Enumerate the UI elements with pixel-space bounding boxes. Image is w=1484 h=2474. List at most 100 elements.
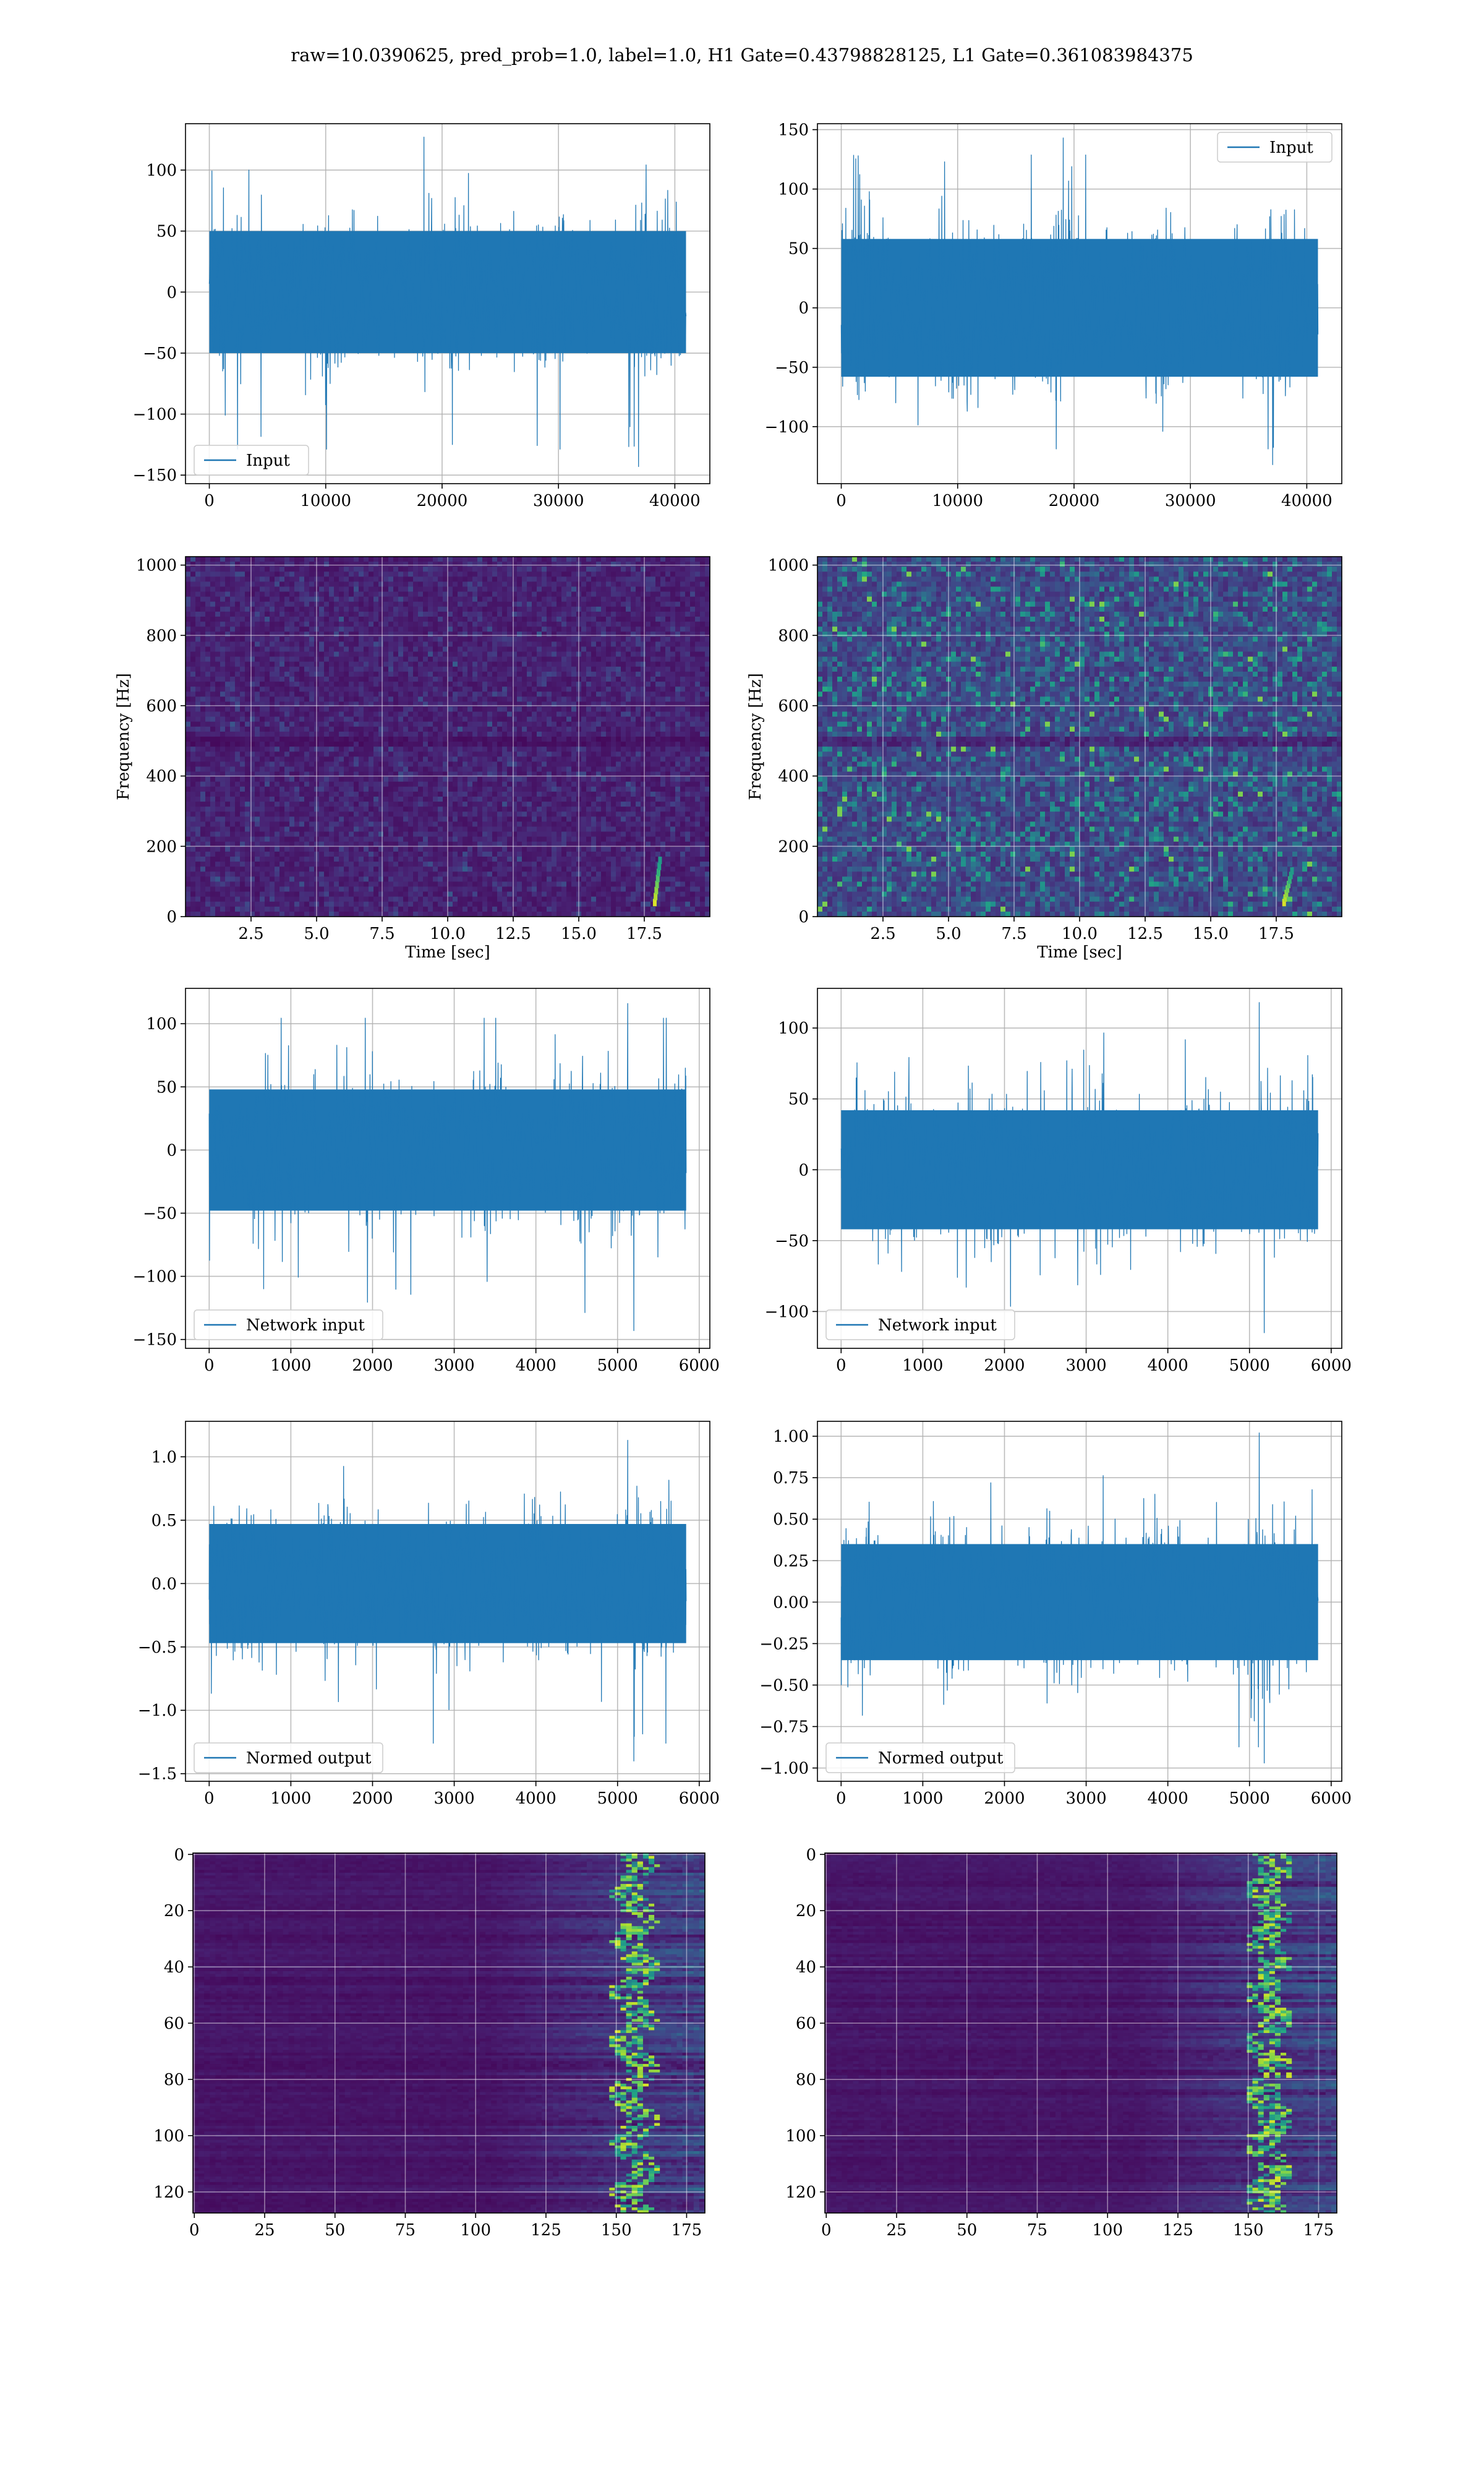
h1-spectrogram-cell xyxy=(304,831,310,837)
h1-spectrogram-cell xyxy=(240,871,245,877)
h1-spectrogram-cell xyxy=(275,562,280,567)
h1-spectrogram-cell xyxy=(279,906,285,912)
h1-spectrogram-cell xyxy=(344,737,349,742)
h1-spectrogram-cell xyxy=(324,846,330,852)
h1-spectrogram-cell xyxy=(497,666,503,672)
h1-spectrogram-cell xyxy=(507,591,513,597)
h1-spectrogram-cell xyxy=(200,871,206,877)
h1-spectrogram-cell xyxy=(265,846,270,852)
h1-spectrogram-cell xyxy=(477,802,483,807)
h1-spectrogram-cell xyxy=(309,881,315,888)
h1-spectrogram-cell xyxy=(314,606,320,612)
h1-spectrogram-cell xyxy=(260,601,265,607)
h1-spectrogram-cell xyxy=(186,606,191,612)
h1-spectrogram-cell xyxy=(354,706,359,713)
h1-spectrogram-cell xyxy=(383,906,389,912)
h1-spectrogram-cell xyxy=(324,747,330,752)
h1-spectrogram-cell xyxy=(304,666,310,672)
h1-spectrogram-cell xyxy=(453,906,458,912)
h1-spectrogram-cell xyxy=(492,576,498,583)
h1-spectrogram-cell xyxy=(265,901,270,907)
h1-input-xtick-label-4: 40000 xyxy=(649,492,701,510)
h1-spectrogram-cell xyxy=(497,862,503,867)
h1-spectrogram-cell xyxy=(319,656,325,662)
h1-spectrogram-cell xyxy=(393,876,399,883)
h1-spectrogram-cell xyxy=(517,706,522,713)
h1-spectrogram-cell xyxy=(463,721,468,727)
h1-spectrogram-cell xyxy=(270,891,275,897)
h1-spectrogram-cell xyxy=(275,606,280,612)
h1-spectrogram-cell xyxy=(428,737,433,742)
h1-spectrogram-cell xyxy=(354,802,359,807)
h1-spectrogram-cell xyxy=(448,677,453,682)
h1-spectrogram-cell xyxy=(502,671,508,677)
h1-spectrogram-cell xyxy=(230,737,236,742)
h1-spectrogram-cell xyxy=(502,846,508,852)
h1-spectrogram-cell xyxy=(200,571,206,577)
h1-spectrogram-cell xyxy=(329,876,335,883)
h1-spectrogram-cell xyxy=(408,881,414,888)
h1-spectrogram-cell xyxy=(275,821,280,828)
h1-spectrogram-cell xyxy=(279,731,285,737)
h1-spectrogram-cell xyxy=(492,721,498,727)
h1-spectrogram-cell xyxy=(492,696,498,703)
h1-spectrogram-cell xyxy=(512,581,518,588)
h1-spectrogram-cell xyxy=(255,802,260,807)
h1-spectrogram-cell xyxy=(438,896,443,902)
h1-spectrogram-cell xyxy=(250,622,255,627)
h1-spectrogram-cell xyxy=(373,811,379,817)
h1-spectrogram-cell xyxy=(403,771,409,777)
h1-spectrogram-cell xyxy=(220,677,226,682)
h1-spectrogram-cell xyxy=(443,841,448,847)
h1-spectrogram-cell xyxy=(186,886,191,892)
h1-spectrogram-cell xyxy=(487,896,493,902)
h1-spectrogram-cell xyxy=(438,701,443,708)
h1-spectrogram-cell xyxy=(245,761,250,768)
h1-spectrogram-cell xyxy=(512,641,518,648)
h1-spectrogram-cell xyxy=(453,857,458,862)
h1-spectrogram-cell xyxy=(314,816,320,823)
h1-spectrogram-cell xyxy=(275,737,280,742)
h1-spectrogram-cell xyxy=(467,876,473,883)
h1-spectrogram-cell xyxy=(205,586,211,593)
h1-spectrogram-cell xyxy=(299,596,305,602)
h1-spectrogram-cell xyxy=(428,886,433,892)
h1-spectrogram-cell xyxy=(349,562,354,567)
h1-spectrogram-cell xyxy=(225,671,231,677)
h1-spectrogram-cell xyxy=(458,737,463,742)
h1-spectrogram-cell xyxy=(200,756,206,763)
h1-spectrogram-cell xyxy=(294,716,300,722)
h1-spectrogram-cell xyxy=(403,586,409,593)
h1-spectrogram-cell xyxy=(215,557,221,562)
h1-spectrogram-cell xyxy=(502,706,508,713)
h1-spectrogram-cell xyxy=(319,666,325,672)
h1-spectrogram-cell xyxy=(359,571,364,577)
h1-spectrogram-cell xyxy=(289,896,295,902)
h1-spectrogram-cell xyxy=(398,791,404,797)
h1-spectrogram-cell xyxy=(220,896,226,902)
h1-spectrogram-cell xyxy=(443,731,448,737)
h1-spectrogram-cell xyxy=(284,846,290,852)
h1-spectrogram-cell xyxy=(512,562,518,567)
h1-spectrogram-cell xyxy=(359,581,364,588)
h1-spectrogram-cell xyxy=(433,571,438,577)
h1-spectrogram-cell xyxy=(289,726,295,732)
h1-spectrogram-cell xyxy=(284,651,290,657)
h1-spectrogram-cell xyxy=(289,862,295,867)
h1-spectrogram-cell xyxy=(369,622,374,627)
h1-spectrogram-cell xyxy=(378,617,384,622)
h1-spectrogram-cell xyxy=(205,826,211,833)
h1-spectrogram-cell xyxy=(245,881,250,888)
h1-spectrogram-cell xyxy=(205,831,211,837)
h1-spectrogram-cell xyxy=(438,562,443,567)
h1-spectrogram-cell xyxy=(507,807,513,812)
h1-spectrogram-cell xyxy=(349,622,354,627)
h1-spectrogram-cell xyxy=(383,557,389,562)
h1-spectrogram-cell xyxy=(517,591,522,597)
h1-spectrogram-cell xyxy=(339,901,344,907)
h1-spectrogram-cell xyxy=(339,586,344,593)
h1-spectrogram-cell xyxy=(329,857,335,862)
h1-spectrogram-cell xyxy=(438,601,443,607)
h1-spectrogram-cell xyxy=(398,766,404,773)
h1-spectrogram-cell xyxy=(433,871,438,877)
